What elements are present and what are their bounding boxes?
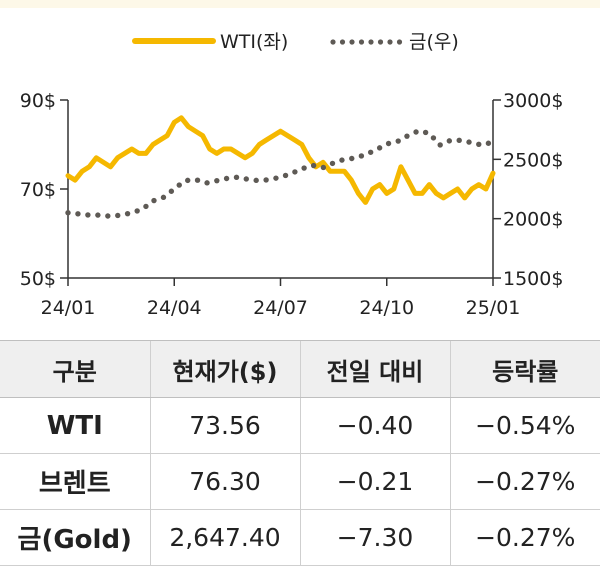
gold-point [115, 212, 121, 219]
row-price: 73.56 [149, 397, 300, 454]
gold-point [194, 177, 201, 183]
row-change: −0.21 [299, 453, 450, 510]
price-table: 구분 현재가($) 전일 대비 등락률 WTI 73.56 −0.40 −0.5… [0, 340, 600, 566]
gold-point [282, 172, 289, 179]
gold-point [85, 212, 91, 218]
gold-point [358, 153, 365, 159]
legend-gold-swatch [330, 39, 403, 45]
gold-point [168, 188, 175, 194]
row-price: 76.30 [149, 453, 300, 510]
left-axis-ticks: 90$ 70$ 50$ [20, 90, 68, 290]
gold-point [349, 155, 355, 162]
gold-point [185, 177, 191, 184]
row-change: −7.30 [299, 509, 450, 566]
x-tick-label: 25/01 [466, 297, 521, 319]
legend-gold-label: 금(우) [409, 31, 459, 53]
legend-gold-dot [349, 39, 355, 45]
row-price: 2,647.40 [149, 509, 300, 566]
row-rate: −0.27% [449, 453, 600, 510]
gold-point [95, 212, 101, 218]
gold-point [437, 142, 443, 148]
gold-point [320, 164, 327, 171]
left-tick-label: 50$ [20, 268, 56, 290]
gold-point [273, 175, 279, 181]
x-tick-label: 24/01 [41, 297, 96, 319]
left-tick-label: 70$ [20, 179, 56, 201]
gold-point [75, 211, 81, 217]
gold-point [385, 140, 392, 147]
gold-point [367, 149, 374, 155]
gold-point [253, 177, 259, 184]
series-layer [65, 115, 496, 219]
legend-gold-dot [358, 39, 365, 45]
gold-point [65, 210, 71, 216]
legend-gold-dot [396, 39, 403, 45]
header-category: 구분 [0, 340, 150, 398]
gold-point [233, 174, 240, 181]
header-change-rate: 등락률 [449, 340, 600, 398]
gold-point [422, 129, 429, 136]
top-strip [0, 0, 600, 8]
table-row: 금(Gold) 2,647.40 −7.30 −0.27% [0, 509, 600, 566]
x-axis-ticks: 24/01 24/04 24/07 24/10 25/01 [41, 278, 521, 319]
gold-point [446, 138, 453, 144]
gold-point [476, 141, 482, 147]
header-change: 전일 대비 [299, 340, 450, 398]
legend-wti-label: WTI(좌) [220, 31, 288, 53]
gold-point [413, 129, 419, 135]
right-tick-label: 2500$ [503, 149, 563, 171]
gold-point [105, 213, 111, 219]
header-current-price: 현재가($) [149, 340, 300, 398]
gold-point [243, 176, 249, 182]
legend-gold-dot [387, 39, 393, 45]
x-tick-label: 24/07 [253, 297, 308, 319]
right-tick-label: 3000$ [503, 90, 563, 112]
price-chart: WTI(좌) 금(우) 90$ 70$ 50$ 3000$ 2500$ 2000$ 150… [20, 31, 564, 319]
row-rate: −0.27% [449, 509, 600, 566]
gold-point [430, 135, 437, 141]
legend-gold-dot [368, 39, 374, 45]
gold-point [292, 169, 298, 175]
gold-point [301, 165, 307, 171]
table-header-row: 구분 현재가($) 전일 대비 등락률 [0, 340, 600, 398]
series-wti-line [65, 115, 496, 205]
x-tick-label: 24/04 [147, 297, 202, 319]
gold-point [395, 138, 401, 144]
row-rate: −0.54% [449, 397, 600, 454]
right-axis-ticks: 3000$ 2500$ 2000$ 1500$ [493, 90, 563, 290]
gold-point [214, 177, 220, 184]
gold-point [310, 162, 317, 169]
table-row: 브렌트 76.30 −0.21 −0.27% [0, 453, 600, 510]
legend-gold-dot [330, 39, 336, 45]
gold-point [376, 145, 383, 151]
table-row: WTI 73.56 −0.40 −0.54% [0, 397, 600, 454]
legend-gold-dot [377, 39, 384, 45]
legend: WTI(좌) 금(우) [132, 31, 459, 53]
gold-point [134, 208, 140, 214]
gold-point [151, 197, 157, 204]
row-name: 브렌트 [0, 453, 150, 510]
gold-point [143, 203, 149, 210]
gold-point [456, 137, 462, 144]
gold-point [404, 133, 410, 139]
gold-point [223, 175, 230, 182]
gold-point [204, 180, 210, 186]
row-change: −0.40 [299, 397, 450, 454]
right-tick-label: 2000$ [503, 209, 563, 231]
row-name: 금(Gold) [0, 509, 150, 566]
gold-point [263, 177, 269, 183]
gold-point [160, 194, 167, 201]
series-gold [65, 129, 492, 219]
right-tick-label: 1500$ [503, 268, 563, 290]
gold-point [124, 210, 131, 217]
row-name: WTI [0, 397, 150, 454]
gold-point [329, 160, 336, 167]
gold-point [176, 182, 182, 188]
legend-gold-dot [339, 39, 346, 45]
gold-point [485, 140, 492, 146]
x-tick-label: 24/10 [359, 297, 414, 319]
left-tick-label: 90$ [20, 90, 56, 112]
gold-point [466, 139, 472, 145]
gold-point [339, 157, 345, 163]
